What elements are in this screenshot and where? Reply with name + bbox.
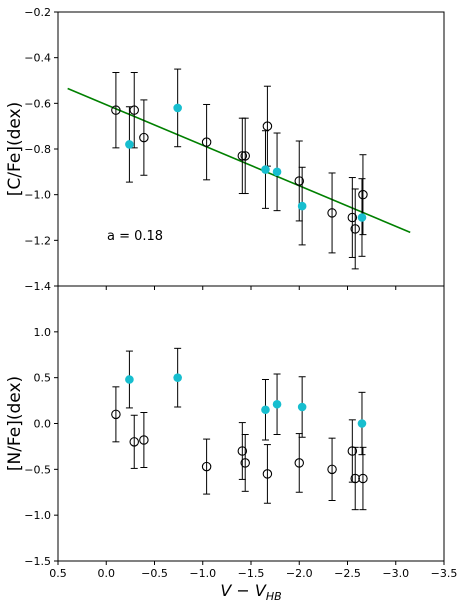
x-tick-label: −1.5 [238,567,265,580]
data-point-open [139,132,149,143]
y-tick-label: 0.0 [34,418,52,431]
data-point-filled [261,405,270,415]
x-tick-label: −2.5 [334,567,361,580]
data-point-open [327,208,337,218]
y-tick-label: −0.8 [24,143,51,156]
data-point-open [347,212,358,223]
x-tick-label: −0.5 [141,567,168,580]
y-tick-label: −1.4 [24,280,51,293]
data-point-open [262,469,273,479]
x-axis-label-subscript: HB [266,590,282,603]
fit-annotation: a = 0.18 [107,229,163,244]
data-point-open [294,176,304,186]
x-axis-label-main: V − V [220,581,267,600]
y-axis-label: [N/Fe](dex) [5,376,25,471]
data-point-open [237,446,248,456]
data-point-filled [357,419,367,428]
x-tick-label: −2.0 [286,567,313,580]
data-point-open [111,105,121,115]
y-tick-label: −1.0 [24,189,51,202]
data-point-filled [297,201,307,211]
data-point-open [350,473,360,484]
x-tick-label: −1.0 [189,567,216,580]
data-point-open [139,435,149,445]
x-tick-label: 0.0 [98,567,116,580]
y-tick-label: −0.6 [24,97,51,110]
data-point-open [350,224,360,234]
data-point-open [201,461,212,472]
fit-line [67,87,411,234]
panel-nitrogen: −1.5 −1.0 −0.5 0.0 0.5 1.0 [N/Fe](dex) [5,285,445,568]
data-point-filled [272,399,282,409]
x-tick-label: −3.5 [431,567,458,580]
y-tick-label: −1.2 [24,234,51,247]
y-tick-label: −0.2 [24,6,51,19]
data-point-open [240,458,250,468]
data-point-open [358,473,368,484]
shared-x-axis: 0.5 0.0 −0.5 −1.0 −1.5 −2.0 −2.5 −3.0 −3.5 V − VH… [49,567,457,603]
data-point-open [111,409,121,420]
y-axis-label: [C/Fe](dex) [5,102,25,196]
data-point-filled [125,375,134,384]
data-point-open [294,458,304,468]
plot-frame [57,11,445,287]
data-point-open [201,137,212,147]
x-tick-label: 0.5 [49,567,67,580]
data-point-filled [357,213,367,222]
y-tick-label: −0.4 [24,52,51,65]
y-tick-label: −1.0 [24,509,51,522]
data-point-open [358,189,368,200]
data-point-filled [261,165,270,174]
data-point-filled [173,103,182,113]
data-point-filled [297,402,307,412]
x-tick-label: −3.0 [382,567,409,580]
data-point-open [240,151,250,161]
y-tick-label: 1.0 [34,326,52,339]
data-point-filled [272,167,282,177]
data-point-open [129,437,139,447]
y-tick-label: 0.5 [34,372,52,385]
data-point-filled [173,373,182,382]
data-point-open [347,446,358,456]
data-point-open [129,105,139,115]
data-point-open [327,464,337,475]
y-tick-label: −1.5 [24,555,51,568]
x-axis-label: V − VHB [220,581,281,603]
panel-carbon: −1.4 −1.2 −1.0 −0.8 −0.6 −0.4 −0.2 [C/Fe](dex) a… [5,6,445,293]
y-tick-label: −0.5 [24,463,51,476]
data-point-filled [125,140,134,149]
data-point-open [237,151,248,161]
